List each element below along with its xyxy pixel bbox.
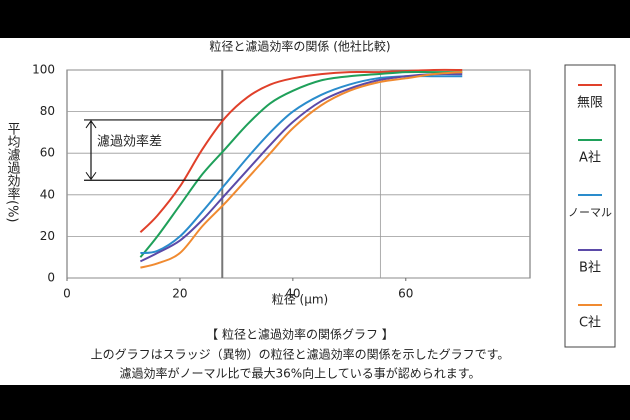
bottom-bar bbox=[0, 385, 630, 420]
y-tick-label: 60 bbox=[40, 146, 55, 160]
x-tick-label: 20 bbox=[172, 287, 187, 301]
y-tick-label: 80 bbox=[40, 104, 55, 118]
legend-label: 無限 bbox=[577, 96, 603, 111]
annotation-text: 濾過効率差 bbox=[97, 134, 162, 150]
x-axis-label: 粒径 (μm) bbox=[272, 292, 329, 307]
y-axis-label: 平均濾過効率(%) bbox=[5, 122, 21, 223]
plot-area bbox=[66, 69, 531, 279]
y-tick-label: 40 bbox=[40, 187, 55, 201]
x-tick-label: 0 bbox=[63, 287, 71, 301]
data-line bbox=[140, 75, 463, 255]
data-line bbox=[139, 68, 463, 233]
legend-label: A社 bbox=[579, 150, 601, 166]
arrow-head bbox=[85, 120, 97, 129]
y-tick-label: 100 bbox=[32, 63, 55, 77]
legend-label: B社 bbox=[579, 260, 601, 276]
y-tick-label: 0 bbox=[47, 271, 55, 285]
y-tick-label: 20 bbox=[40, 229, 55, 243]
data-line bbox=[139, 73, 463, 263]
arrow-head bbox=[85, 171, 97, 181]
chart-title: 粒径と濾過効率の関係 (他社比較) bbox=[209, 39, 390, 54]
caption-line: 濾過効率がノーマル比で最大36%向上している事が認められます。 bbox=[119, 366, 480, 381]
legend-label: ノーマル bbox=[568, 206, 612, 219]
legend-box bbox=[564, 64, 616, 348]
data-line bbox=[139, 70, 463, 258]
x-tick-label: 40 bbox=[285, 287, 300, 301]
legend-label: C社 bbox=[579, 315, 601, 331]
caption-line: 上のグラフはスラッジ（異物）の粒径と濾過効率の関係を示したグラフです。 bbox=[91, 347, 510, 362]
x-tick-label: 60 bbox=[398, 287, 413, 301]
caption-heading: 【 粒径と濾過効率の関係グラフ 】 bbox=[206, 327, 394, 342]
data-line bbox=[140, 71, 463, 269]
top-bar bbox=[0, 0, 630, 38]
